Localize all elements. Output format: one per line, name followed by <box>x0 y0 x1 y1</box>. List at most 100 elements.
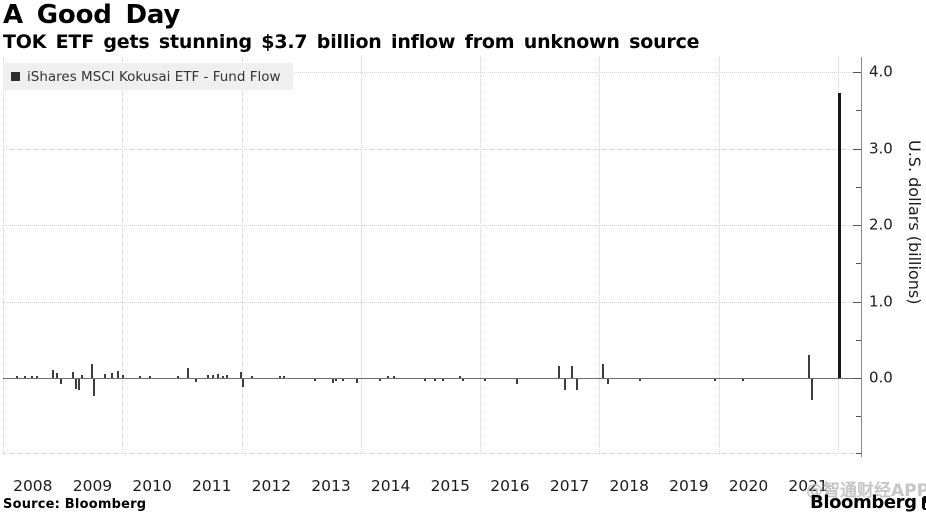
y-axis-major-tick <box>853 378 861 379</box>
vertical-gridline <box>718 57 720 454</box>
y-axis-major-tick <box>853 225 861 226</box>
flow-bar <box>837 92 841 378</box>
chart-legend: iShares MSCI Kokusai ETF - Fund Flow <box>3 63 293 90</box>
flow-bar <box>35 376 38 378</box>
flow-bar <box>250 376 253 378</box>
horizontal-gridline-bottom <box>3 453 861 454</box>
flow-bar <box>71 371 74 378</box>
flow-bar <box>483 379 486 381</box>
flow-bar <box>216 374 219 378</box>
flow-bar <box>386 375 389 378</box>
horizontal-gridline <box>3 148 861 150</box>
y-axis-minor-tick <box>856 110 861 112</box>
vertical-gridline <box>3 57 4 454</box>
flow-bar <box>423 379 426 381</box>
flow-bar <box>313 379 316 381</box>
flow-bar <box>24 376 27 378</box>
flow-bar <box>458 375 461 378</box>
flow-bar <box>341 379 344 382</box>
bloomberg-logo: Bloomberg <box>810 492 926 513</box>
flow-bar <box>278 375 281 378</box>
vertical-gridline <box>241 57 243 454</box>
flow-bar <box>392 375 395 378</box>
y-axis-tick-label: 4.0 <box>869 62 893 81</box>
flow-bar <box>74 379 77 389</box>
flow-bar <box>186 368 189 378</box>
horizontal-gridline <box>3 72 861 73</box>
watermark-text: @智通财经APP <box>806 481 926 501</box>
flow-bar <box>575 379 578 391</box>
horizontal-gridline <box>3 225 861 226</box>
horizontal-gridline <box>3 301 861 303</box>
flow-bar <box>331 379 334 383</box>
flow-bar <box>139 376 142 378</box>
x-axis-tick-label: 2009 <box>72 477 113 495</box>
flow-bar <box>713 379 716 381</box>
flow-bar <box>77 379 80 391</box>
flow-bar <box>334 379 337 382</box>
flow-bar <box>741 379 744 381</box>
legend-swatch-icon <box>11 72 20 81</box>
x-axis-tick-label: 2020 <box>728 477 769 495</box>
flow-bar <box>52 370 55 378</box>
y-axis-tick-label: 2.0 <box>869 215 893 234</box>
y-axis-tick-label: 3.0 <box>869 139 893 157</box>
x-axis-tick-label: 2010 <box>132 477 172 495</box>
vertical-gridline <box>122 57 124 454</box>
flow-bar <box>90 364 93 378</box>
y-axis-major-tick <box>853 301 861 303</box>
flow-bar <box>31 375 34 378</box>
flow-bar <box>570 365 573 378</box>
y-axis-title: U.S. dollars (billions) <box>905 140 924 305</box>
page-title: A Good Day <box>3 0 181 30</box>
flow-bar <box>121 374 124 378</box>
x-axis-tick-label: 2015 <box>430 477 471 495</box>
legend-label: iShares MSCI Kokusai ETF - Fund Flow <box>27 68 281 85</box>
y-axis-tick-label: 0.0 <box>869 368 893 387</box>
flow-bar <box>103 374 106 378</box>
flow-bar <box>194 379 197 383</box>
flow-bar <box>557 365 560 378</box>
y-axis-minor-tick <box>856 339 861 341</box>
flow-bar <box>638 379 641 381</box>
flow-bar <box>355 379 358 383</box>
x-axis-tick-label: 2018 <box>609 477 649 495</box>
y-axis-tick-label: 1.0 <box>869 292 893 310</box>
flow-bar <box>433 379 436 382</box>
flow-bar <box>211 374 214 378</box>
x-axis-tick-label: 2017 <box>549 477 590 495</box>
source-credit: Source: Bloomberg <box>3 497 147 512</box>
flow-bar <box>462 379 465 381</box>
vertical-gridline <box>480 57 482 454</box>
flow-bar <box>808 355 811 378</box>
x-axis-tick-label: 2013 <box>311 477 351 495</box>
zero-baseline <box>3 378 861 379</box>
flow-bar <box>93 379 96 396</box>
vertical-gridline <box>360 57 362 454</box>
y-axis-major-tick <box>853 148 861 150</box>
flow-bar <box>222 375 225 378</box>
vertical-gridline <box>599 57 601 454</box>
flow-bar <box>811 379 814 400</box>
x-axis-tick-label: 2011 <box>192 477 232 495</box>
y-axis-minor-tick <box>856 452 861 454</box>
flow-bar <box>378 379 381 382</box>
flow-bar <box>601 364 604 378</box>
bloomberg-chart-icon <box>921 495 926 510</box>
y-axis-line <box>861 57 862 457</box>
bloomberg-logo-text: Bloomberg <box>810 492 917 513</box>
x-axis-tick-label: 2008 <box>13 477 53 495</box>
flow-bar <box>225 374 228 378</box>
page-subtitle: TOK ETF gets stunning $3.7 billion inflo… <box>3 31 700 53</box>
x-axis-tick-label: 2012 <box>251 477 292 495</box>
flow-bar <box>148 376 151 378</box>
x-axis-tick-label: 2021 <box>788 477 828 495</box>
flow-bar <box>59 379 62 384</box>
flow-bar <box>282 375 285 378</box>
flow-bar <box>563 379 566 391</box>
flow-bar <box>242 379 245 387</box>
y-axis-minor-tick <box>856 186 861 188</box>
flow-bar <box>239 371 242 378</box>
